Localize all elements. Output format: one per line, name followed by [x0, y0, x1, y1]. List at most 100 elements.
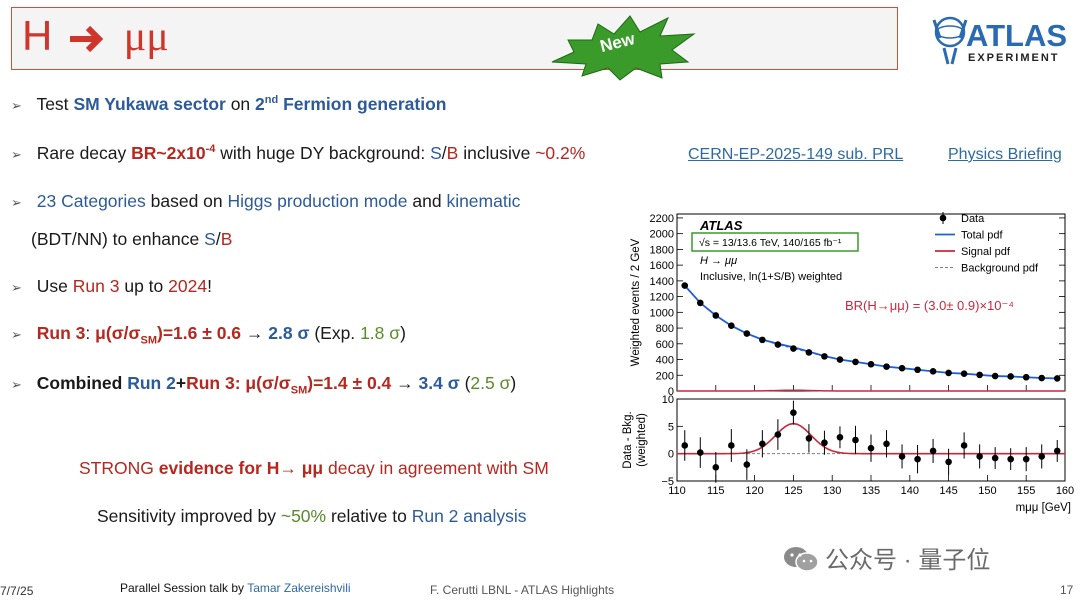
data-point-bottom — [914, 455, 921, 463]
data-point-top — [1022, 373, 1030, 381]
data-point-bottom — [836, 433, 844, 441]
bullet-combined-result: ➢ Combined Run 2+Run 3: μ(σ/σSM)=1.4 ± 0… — [11, 373, 517, 397]
legend-total-label: Total pdf — [961, 230, 1004, 242]
data-point-top — [712, 312, 720, 319]
hmumu-chart: 0200400600800100012001400160018002000220… — [622, 212, 1074, 514]
x-tick-label: 150 — [978, 485, 996, 497]
x-tick-label: 160 — [1056, 485, 1074, 497]
y-tick-label-top: 200 — [656, 370, 674, 382]
sensitivity-line: Sensitivity improved by ~50% relative to… — [97, 506, 527, 526]
bullet-arrow-icon: ➢ — [11, 195, 22, 210]
y-tick-label-top: 600 — [656, 339, 674, 351]
slide-title: H μμ — [22, 12, 169, 61]
bullet-arrow-icon: ➢ — [11, 327, 22, 342]
footer-date: 7/7/25 — [0, 584, 34, 598]
data-point-bottom — [1038, 453, 1046, 460]
bullet-categories: ➢ 23 Categories based on Higgs productio… — [11, 191, 521, 211]
top-panel: 0 200 400 600 800 1000 1200 1400 1600 1800 2000 220… — [650, 213, 1066, 398]
data-point-bottom — [728, 442, 735, 449]
data-point-top — [759, 336, 766, 344]
footer-center: F. Cerutti LBNL - ATLAS Highlights — [430, 583, 615, 597]
y-axis-label-bottom-2: (weighted) — [636, 413, 648, 467]
bullet-run3: ➢ Use Run 3 up to 2024! — [11, 276, 212, 296]
data-point-bottom — [960, 442, 968, 449]
y-tick-label-top: 0 — [668, 386, 674, 398]
data-point-bottom — [883, 440, 890, 448]
y-axis-label-top: Weighted events / 2 GeV — [630, 238, 642, 366]
x-tick-label: 135 — [862, 485, 880, 497]
page-number: 17 — [1060, 583, 1074, 597]
bottom-panel: −5 0 5 10 110 115 120 125 130 135 140 145 150 155 160 — [661, 394, 1074, 497]
bullet-arrow-icon: ➢ — [11, 147, 22, 162]
weight-label: Inclusive, ln(1+S/B) weighted — [700, 271, 842, 283]
data-point-bottom — [696, 449, 704, 456]
data-point-top — [1053, 375, 1061, 382]
chart-annotations: Weighted events / 2 GeV Data - Bkg. (weigh… — [622, 212, 1071, 514]
title-tail: μμ — [123, 14, 169, 60]
x-tick-label: 125 — [784, 485, 802, 497]
data-point-top — [929, 368, 937, 375]
legend-background-label: Background pdf — [961, 263, 1039, 275]
footer-talk: Parallel Session talk by Tamar Zakereish… — [120, 581, 351, 595]
y-tick-label-bottom: 10 — [662, 394, 674, 406]
data-point-top — [976, 371, 983, 379]
data-point-bottom — [759, 440, 766, 448]
title-banner — [11, 7, 898, 70]
wechat-icon — [784, 547, 819, 572]
y-tick-label-bottom: 5 — [668, 421, 674, 433]
data-point-bottom — [867, 444, 875, 452]
energy-label-box — [691, 232, 859, 252]
y-tick-label-top: 1000 — [650, 307, 674, 319]
right-arrow-icon — [70, 25, 104, 53]
y-tick-label-bottom: 0 — [668, 449, 674, 461]
data-point-top — [991, 372, 999, 380]
data-point-bottom — [805, 435, 813, 442]
x-tick-label: 115 — [707, 485, 725, 497]
title-prefix: H — [22, 12, 53, 59]
data-point-top — [805, 349, 813, 356]
atlas-logo-text: ATLAS — [966, 18, 1067, 53]
data-point-top — [743, 330, 751, 337]
bullet-yukawa: ➢ Test SM Yukawa sector on 2nd Fermion g… — [11, 94, 447, 114]
data-point-top — [1007, 373, 1014, 380]
data-point-bottom — [898, 453, 906, 460]
speaker-link[interactable]: Tamar Zakereishvili — [247, 581, 351, 595]
y-tick-label-top: 400 — [656, 355, 674, 367]
bullet-categories-cont: (BDT/NN) to enhance S/B — [31, 229, 233, 249]
y-tick-label-bottom: −5 — [661, 476, 674, 488]
data-point-top — [898, 364, 906, 372]
paper-link[interactable]: CERN-EP-2025-149 sub. PRL — [688, 146, 904, 163]
y-tick-label-top: 2000 — [650, 229, 674, 241]
data-point-bottom — [991, 454, 999, 462]
data-point-top — [960, 370, 968, 377]
data-point-bottom — [1007, 455, 1014, 463]
data-point-top — [696, 299, 704, 307]
y-tick-label-top: 1600 — [650, 260, 674, 272]
y-tick-label-top: 800 — [656, 323, 674, 335]
data-point-bottom — [790, 409, 797, 416]
physics-briefing-link[interactable]: Physics Briefing — [948, 146, 1062, 163]
data-point-top — [1038, 374, 1046, 382]
bullet-rare-decay: ➢ Rare decay BR~2x10-4 with huge DY back… — [11, 143, 586, 163]
data-point-bottom — [681, 442, 689, 449]
atlas-logo-icon: ATLAS EXPERIMENT — [932, 16, 1067, 65]
data-point-top — [867, 360, 875, 368]
data-point-top — [945, 369, 952, 377]
x-tick-label: 140 — [901, 485, 919, 497]
x-axis-label: mμμ [GeV] — [1016, 502, 1071, 514]
process-label: H → μμ — [700, 255, 737, 267]
data-point-top — [790, 345, 797, 352]
legend-signal-label: Signal pdf — [961, 246, 1011, 258]
data-point-bottom — [852, 436, 859, 444]
x-tick-label: 155 — [1017, 485, 1035, 497]
data-point-top — [836, 356, 844, 363]
y-tick-label-top: 1800 — [650, 244, 674, 256]
data-point-top — [821, 353, 828, 360]
energy-label: √s = 13/13.6 TeV, 140/165 fb⁻¹ — [699, 237, 842, 249]
new-badge-icon — [551, 15, 696, 81]
data-point-top — [914, 366, 921, 374]
x-tick-label: 130 — [823, 485, 841, 497]
data-point-top — [774, 341, 782, 348]
data-point-top — [728, 322, 735, 330]
data-point-bottom — [743, 461, 751, 468]
